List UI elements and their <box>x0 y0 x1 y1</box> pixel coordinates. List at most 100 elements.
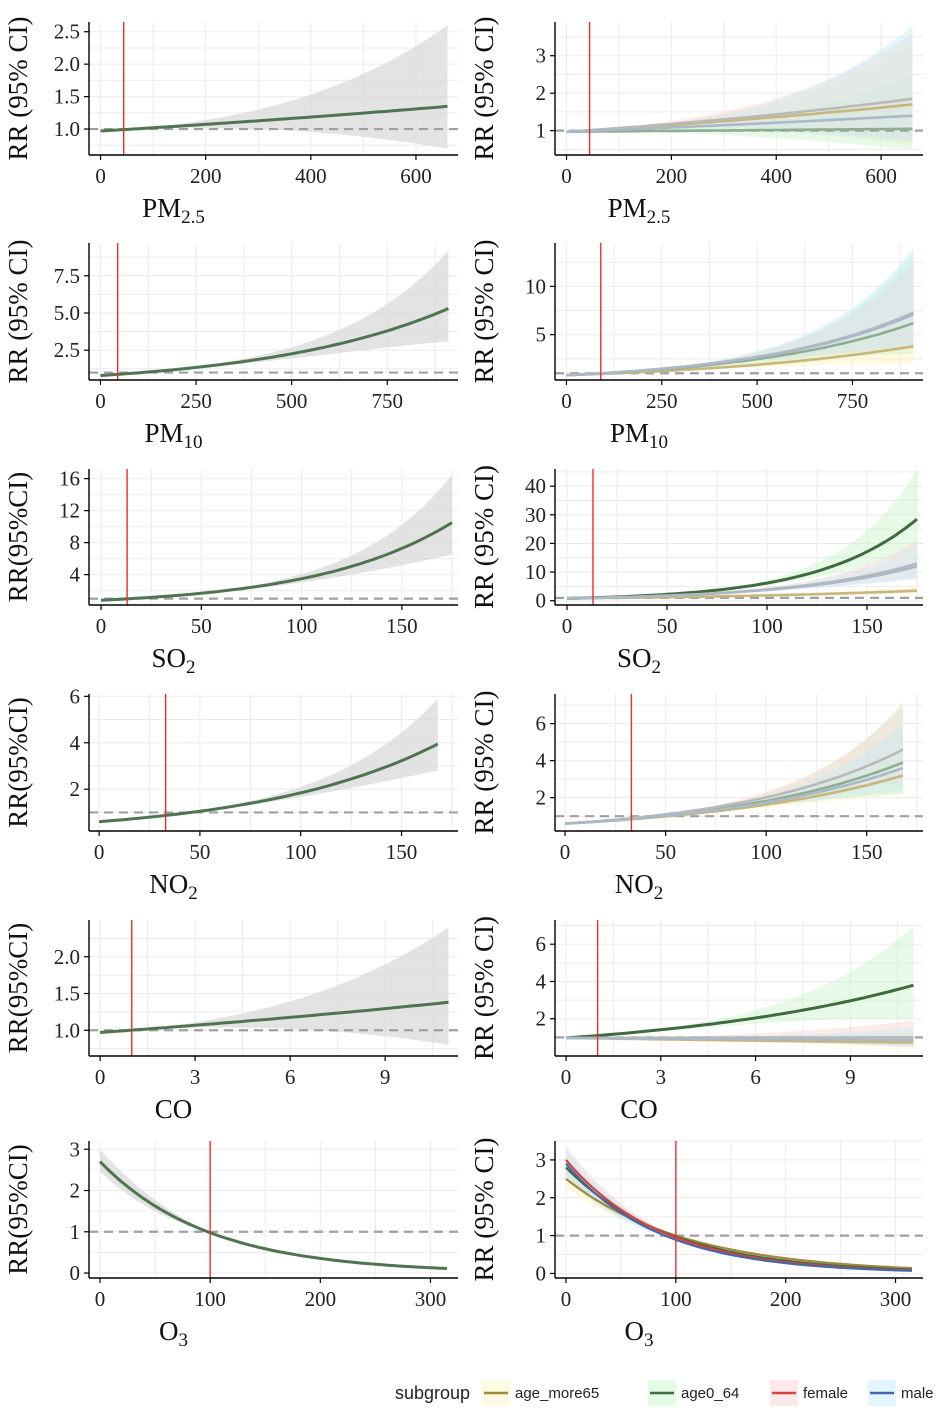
x-axis-label: CO <box>155 1094 193 1124</box>
gridlines <box>555 469 923 605</box>
series-line-female <box>566 97 913 134</box>
y-tick-label: 10 <box>525 274 546 298</box>
y-tick-label: 8 <box>70 531 81 555</box>
x-tick-label: 200 <box>305 1287 337 1311</box>
y-tick-label: 1.0 <box>54 117 80 141</box>
y-axis-label: RR (95% CI) <box>469 465 499 609</box>
panel-pm25-overall: 0 200 400 600 1.0 1.5 2.0 2.5 PM2.5 RR (95% CI) <box>3 17 458 228</box>
y-tick-label: 4 <box>536 969 547 993</box>
x-tick-label: 300 <box>880 1287 912 1311</box>
y-tick-label: 1.0 <box>54 1018 80 1042</box>
ci-ribbon-age0_64 <box>566 252 914 376</box>
gridlines <box>89 469 458 605</box>
series-line-overall <box>98 1160 448 1270</box>
x-tick-label: 100 <box>286 614 318 638</box>
ci-ribbon-female <box>566 33 913 142</box>
x-axis-label: PM2.5 <box>608 193 671 228</box>
series-line-age0_64 <box>566 127 913 134</box>
legend-label-age0_64: age0_64 <box>681 1385 739 1402</box>
y-tick-label: 40 <box>525 474 546 498</box>
x-tick-label: 200 <box>190 164 222 188</box>
y-tick-label: 1.5 <box>54 982 80 1006</box>
x-tick-label: 750 <box>372 389 404 413</box>
legend-item-male: male <box>868 1380 934 1406</box>
x-tick-label: 0 <box>561 164 572 188</box>
x-tick-label: 300 <box>415 1287 447 1311</box>
x-tick-label: 3 <box>656 1065 667 1089</box>
y-tick-label: 3 <box>70 1137 81 1161</box>
ci-ribbon-female <box>565 705 903 824</box>
series-line-male <box>566 1036 914 1042</box>
y-tick-label: 3 <box>536 1148 547 1172</box>
x-tick-label: 200 <box>656 164 688 188</box>
y-tick-label: 12 <box>59 499 80 523</box>
series-line-overall <box>99 1000 449 1034</box>
ci-ribbon-overall <box>100 25 448 149</box>
y-tick-label: 4 <box>70 563 81 587</box>
x-tick-label: 400 <box>760 164 792 188</box>
x-tick-label: 50 <box>657 614 678 638</box>
panel-o3-overall: 0 100 200 300 0 1 2 3 O3 RR(95%CI) <box>3 1137 458 1351</box>
y-tick-label: 2 <box>536 786 547 810</box>
y-axis-label: RR(95%CI) <box>3 1144 33 1275</box>
series-line-age0_64 <box>566 983 914 1040</box>
x-tick-label: 150 <box>851 614 883 638</box>
x-tick-label: 200 <box>770 1287 802 1311</box>
y-tick-label: 2 <box>536 1186 547 1210</box>
x-tick-label: 50 <box>655 840 676 864</box>
x-axis-label: PM2.5 <box>142 193 205 228</box>
x-tick-label: 250 <box>180 389 212 413</box>
x-tick-label: 100 <box>285 840 317 864</box>
y-axis-label: RR(95%CI) <box>3 923 33 1054</box>
y-tick-label: 2 <box>70 1179 81 1203</box>
x-tick-label: 50 <box>189 840 210 864</box>
x-tick-label: 9 <box>845 1065 856 1089</box>
y-tick-label: 4 <box>70 731 81 755</box>
gridlines <box>89 243 458 380</box>
x-tick-label: 0 <box>96 614 107 638</box>
y-axis-label: RR (95% CI) <box>3 17 33 161</box>
x-tick-label: 600 <box>400 164 432 188</box>
panel-pm10-subgroup: 0 250 500 750 5 10 PM10 RR (95% CI) <box>469 240 923 453</box>
y-axis-label: RR (95% CI) <box>469 17 499 161</box>
y-tick-label: 1 <box>536 119 547 143</box>
gridlines <box>89 1141 458 1278</box>
series-line-overall <box>100 521 453 602</box>
y-tick-label: 4 <box>536 749 547 773</box>
series-line-overall <box>100 104 448 133</box>
ci-ribbon-overall <box>101 474 452 601</box>
y-axis-label: RR(95%CI) <box>3 472 33 603</box>
x-tick-label: 0 <box>95 389 106 413</box>
x-axis-label: NO2 <box>615 869 664 904</box>
legend-label-age_more65: age_more65 <box>515 1385 599 1402</box>
x-tick-label: 750 <box>837 389 869 413</box>
x-tick-label: 0 <box>561 1287 572 1311</box>
panel-so2-subgroup: 0 50 100 150 0 10 20 30 40 SO2 RR (95% CI) <box>469 465 923 678</box>
series-line-male <box>565 1162 913 1272</box>
panel-pm10-overall: 0 250 500 750 2.5 5.0 7.5 PM10 RR (95% CI) <box>3 240 458 453</box>
ci-ribbon-overall <box>100 927 449 1045</box>
y-tick-label: 2 <box>536 81 547 105</box>
x-tick-label: 3 <box>190 1065 201 1089</box>
x-axis-label: PM10 <box>610 418 668 453</box>
y-tick-label: 5.0 <box>54 301 80 325</box>
gridlines <box>555 22 923 155</box>
x-axis-label: SO2 <box>617 643 661 678</box>
y-tick-label: 1.5 <box>54 85 80 109</box>
y-axis-label: RR (95% CI) <box>469 1138 499 1282</box>
x-tick-label: 500 <box>276 389 308 413</box>
ci-ribbon-overall <box>99 698 438 822</box>
legend-title: subgroup <box>395 1383 470 1403</box>
panel-so2-overall: 0 50 100 150 4 8 12 16 SO2 RR(95%CI) <box>3 467 458 678</box>
panel-pm25-subgroup: 0 200 400 600 1 2 3 PM2.5 RR (95% CI) <box>469 17 923 228</box>
y-axis-label: RR(95%CI) <box>3 697 33 828</box>
y-tick-label: 2.0 <box>54 945 80 969</box>
panel-o3-subgroup: 0 100 200 300 0 1 2 3 O3 RR (95% CI) <box>469 1138 923 1351</box>
y-axis-label: RR (95% CI) <box>3 240 33 384</box>
series-line-male <box>565 766 904 825</box>
ci-ribbon-overall <box>100 250 449 376</box>
x-axis-label: PM10 <box>144 418 202 453</box>
legend-item-female: female <box>770 1380 848 1406</box>
x-tick-label: 100 <box>194 1287 226 1311</box>
y-tick-label: 30 <box>525 503 546 527</box>
